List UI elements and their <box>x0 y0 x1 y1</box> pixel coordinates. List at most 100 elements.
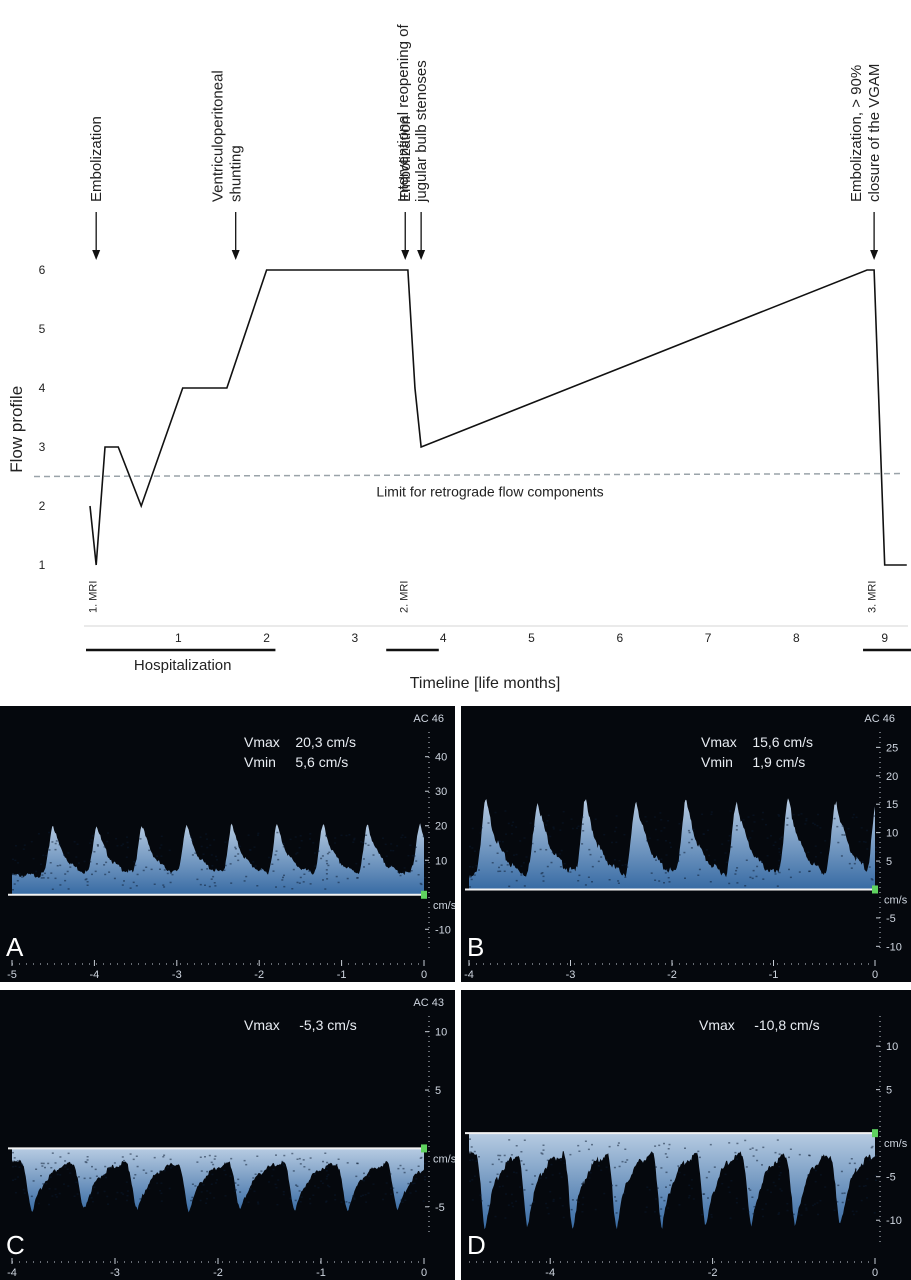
speckle <box>618 859 621 862</box>
speckle <box>471 1179 474 1181</box>
speckle <box>658 1144 661 1147</box>
speckle <box>491 1163 494 1166</box>
speckle <box>199 1199 202 1202</box>
speckle <box>328 1185 331 1188</box>
speckle <box>498 1185 501 1188</box>
speckle <box>211 1173 214 1176</box>
speckle <box>120 1192 123 1194</box>
speckle <box>322 879 324 881</box>
speckle <box>58 1192 61 1195</box>
speckle <box>669 1184 672 1186</box>
speckle <box>659 812 662 814</box>
speckle <box>648 1189 651 1191</box>
speckle <box>480 827 483 829</box>
speckle <box>295 853 298 855</box>
speckle <box>858 840 861 843</box>
speckle <box>12 1151 14 1154</box>
speckle <box>150 868 153 871</box>
speckle <box>774 841 777 843</box>
speckle <box>778 1174 781 1177</box>
unit-label: cm/s <box>433 1153 455 1165</box>
speckle <box>59 884 62 886</box>
speckle <box>688 1184 691 1187</box>
speckle <box>30 840 33 843</box>
speckle <box>274 854 277 856</box>
speckle <box>145 866 148 868</box>
speckle <box>529 822 532 824</box>
speckle <box>212 1163 215 1166</box>
baseline-marker <box>421 890 427 899</box>
speckle <box>51 888 54 890</box>
speckle <box>470 878 473 881</box>
speckle <box>363 866 365 868</box>
y-tick-label: 6 <box>39 263 46 277</box>
speckle <box>159 1170 161 1173</box>
speckle <box>243 1159 246 1162</box>
speckle <box>853 1162 856 1165</box>
speckle <box>205 833 208 835</box>
speckle <box>744 885 747 887</box>
speckle <box>40 863 42 866</box>
speckle <box>670 1179 672 1182</box>
speckle <box>153 883 156 885</box>
speckle <box>663 882 665 884</box>
speckle <box>591 881 593 883</box>
speckle <box>542 875 545 878</box>
speckle <box>670 846 672 848</box>
speckle <box>560 1176 563 1178</box>
speckle <box>107 832 109 834</box>
speckle <box>69 1172 72 1174</box>
speckle <box>76 1193 79 1195</box>
speckle <box>817 813 819 816</box>
speckle <box>77 862 80 864</box>
speckle <box>563 862 566 865</box>
speckle <box>353 1198 356 1200</box>
velocity-tick-label: 5 <box>435 1085 441 1097</box>
speckle <box>150 1170 153 1172</box>
speckle <box>247 834 250 836</box>
unit-label: cm/s <box>433 900 455 912</box>
speckle <box>190 1199 193 1202</box>
mri-label: 2. MRI <box>398 581 410 613</box>
speckle <box>191 1183 194 1185</box>
speckle <box>419 882 422 885</box>
speckle <box>786 817 789 819</box>
speckle <box>409 1192 412 1194</box>
speckle <box>54 1193 57 1196</box>
speckle <box>824 1186 827 1188</box>
speckle <box>54 1162 57 1164</box>
speckle <box>508 885 511 888</box>
speckle <box>560 849 563 852</box>
x-tick-label: 7 <box>705 631 712 645</box>
speckle <box>281 1160 284 1163</box>
speckle <box>413 855 416 857</box>
speckle <box>328 851 331 854</box>
speckle <box>372 1183 375 1185</box>
speckle <box>356 877 358 879</box>
speckle <box>96 844 99 846</box>
speckle <box>97 845 99 847</box>
retrograde-limit-line <box>33 472 901 478</box>
speckle <box>847 827 850 830</box>
speckle <box>166 1166 169 1169</box>
speckle <box>774 1151 777 1154</box>
speckle <box>409 844 412 846</box>
speckle <box>194 1185 197 1187</box>
speckle <box>283 1154 286 1157</box>
velocity-tick-label: -10 <box>886 941 902 953</box>
speckle <box>762 1146 765 1149</box>
speckle <box>91 1200 94 1203</box>
speckle <box>871 879 874 881</box>
speckle <box>148 849 151 852</box>
speckle <box>507 1204 510 1206</box>
speckle <box>850 867 853 869</box>
speckle <box>123 1159 125 1162</box>
speckle <box>841 825 844 827</box>
speckle <box>327 1174 330 1176</box>
speckle <box>169 872 172 874</box>
speckle <box>95 1175 98 1177</box>
speckle <box>504 810 507 812</box>
speckle <box>335 1163 338 1166</box>
speckle <box>385 1182 388 1184</box>
speckle <box>840 1170 843 1173</box>
